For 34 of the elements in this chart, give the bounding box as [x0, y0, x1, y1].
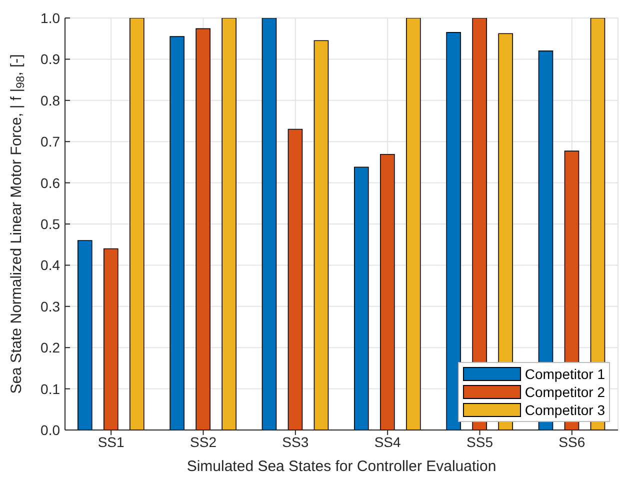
- bar: [104, 248, 118, 430]
- x-tick-label: SS2: [190, 434, 217, 450]
- x-tick-label: SS4: [374, 434, 402, 450]
- y-tick-label: 0.5: [40, 216, 60, 232]
- bar: [406, 18, 421, 430]
- x-tick-label: SS3: [282, 434, 309, 450]
- legend-label: Competitor 1: [524, 365, 605, 383]
- y-tick-label: 0.4: [40, 257, 60, 274]
- bar: [130, 18, 144, 430]
- y-tick-label: 0.3: [40, 298, 60, 314]
- y-tick-label: 0.9: [40, 51, 60, 68]
- x-tick-label: SS6: [558, 434, 586, 450]
- legend-label: Competitor 3: [524, 401, 605, 419]
- x-tick-label: SS1: [98, 434, 125, 450]
- bar: [222, 18, 236, 430]
- bar: [380, 154, 395, 430]
- x-axis-title: Simulated Sea States for Controller Evaluation: [186, 458, 496, 475]
- bar: [446, 32, 461, 430]
- bar: [170, 36, 184, 430]
- y-tick-label: 0.1: [40, 380, 60, 397]
- y-tick-label: 0.7: [40, 134, 60, 150]
- legend-label: Competitor 2: [524, 383, 605, 401]
- y-tick-label: 0.6: [40, 174, 60, 191]
- bar: [314, 40, 329, 430]
- bar: [288, 128, 303, 430]
- bar: [262, 18, 277, 430]
- bar: [196, 28, 210, 430]
- bar: [354, 166, 369, 430]
- y-tick-label: 0.8: [40, 92, 60, 108]
- bar: [78, 240, 92, 430]
- y-tick-label: 1.0: [40, 10, 60, 26]
- y-tick-label: 0.2: [40, 340, 60, 356]
- x-tick-label: SS5: [466, 434, 494, 450]
- y-tick-label: 0.0: [40, 422, 60, 438]
